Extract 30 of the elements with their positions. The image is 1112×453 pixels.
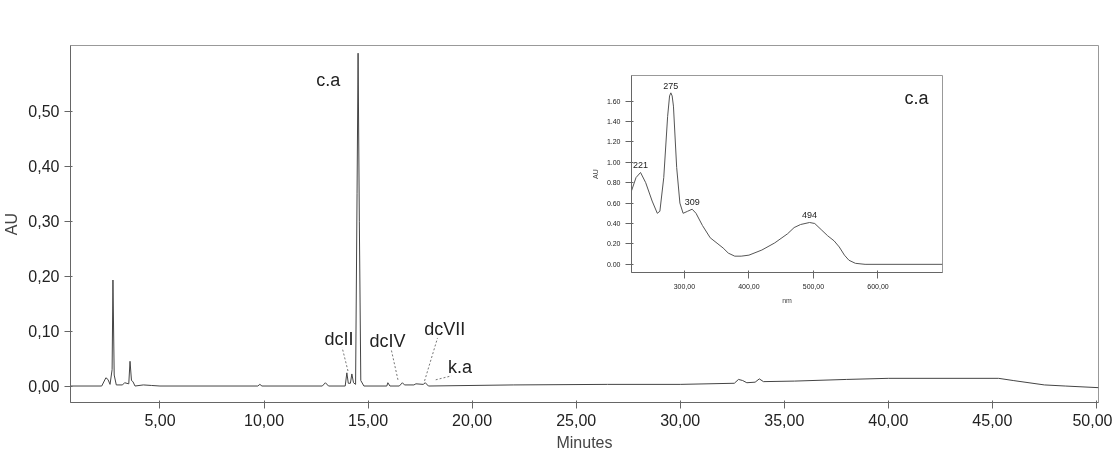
line-series — [70, 52, 1099, 389]
y-axis-title: AU — [3, 212, 21, 236]
x-axis-title: Minutes — [556, 433, 613, 451]
y-tick-label: 0,20 — [28, 268, 60, 286]
x-tick-label: 5,00 — [144, 411, 176, 429]
x-tick-label: 35,00 — [764, 411, 805, 429]
x-tick-label: 30,00 — [660, 411, 701, 429]
line-series — [631, 92, 943, 265]
annotation: dcVII — [424, 319, 466, 340]
x-tick-label: 15,00 — [348, 411, 389, 429]
x-tick-label: 10,00 — [244, 411, 285, 429]
y-tick-label: 0,10 — [28, 323, 60, 341]
annotation: c.a — [316, 69, 342, 90]
annotation: 494 — [802, 210, 818, 221]
annotation: 275 — [663, 80, 679, 91]
annotation: 221 — [633, 160, 649, 171]
y-tick-label: 0,30 — [28, 213, 60, 231]
x-tick-label: 50,00 — [1072, 411, 1112, 429]
annotation: 309 — [684, 197, 700, 208]
x-tick-label: 40,00 — [868, 411, 909, 429]
annotation: c.a — [904, 87, 930, 108]
y-tick-label: 0,00 — [28, 378, 60, 396]
x-tick-label: 45,00 — [972, 411, 1013, 429]
y-tick-label: 0,50 — [28, 103, 60, 121]
x-tick-label: 25,00 — [556, 411, 597, 429]
annotation: k.a — [448, 357, 474, 378]
annotation: dcII — [324, 328, 354, 349]
annotation: dcIV — [369, 330, 406, 351]
y-tick-label: 0,40 — [28, 158, 60, 176]
x-tick-label: 20,00 — [452, 411, 493, 429]
